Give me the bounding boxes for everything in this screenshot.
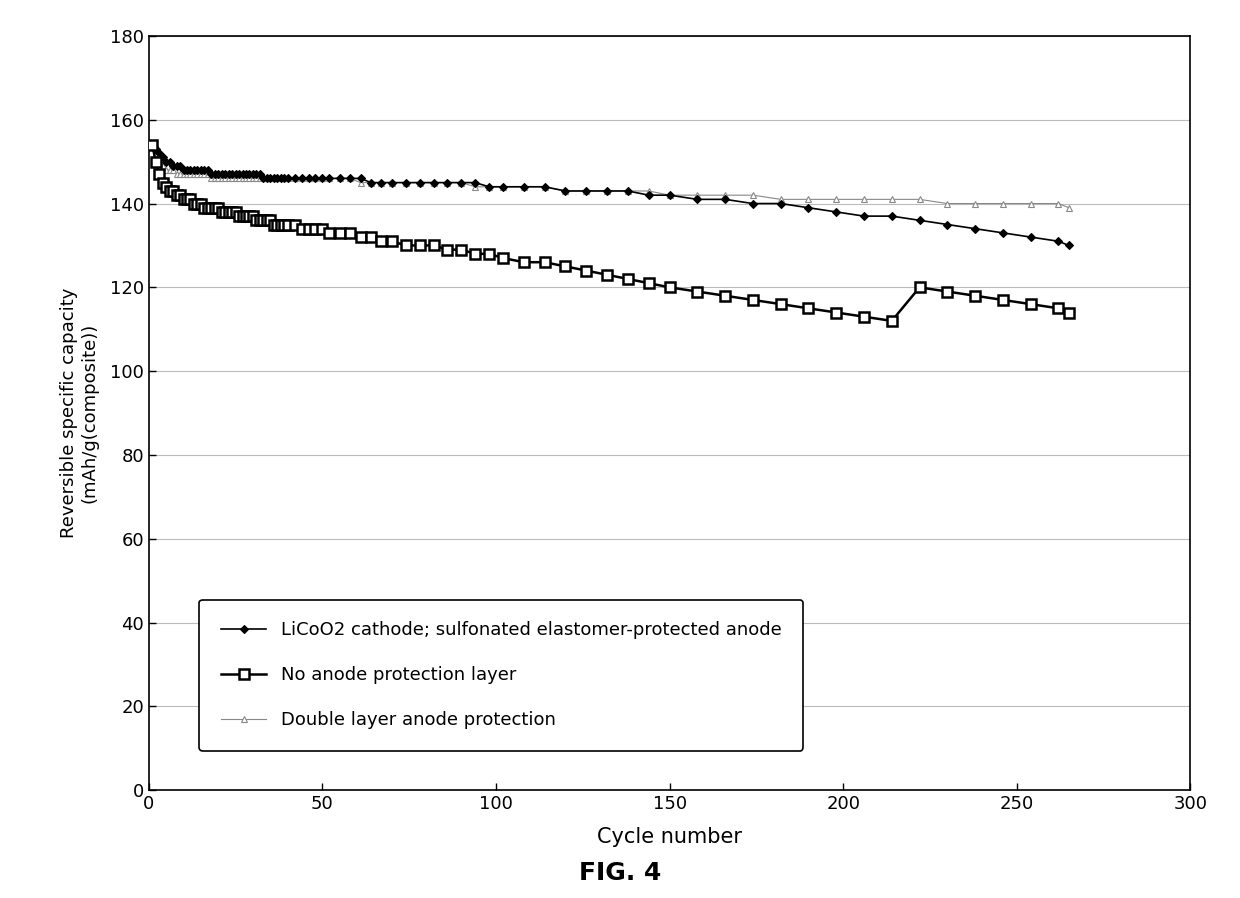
Double layer anode protection: [203, 173, 218, 184]
No anode protection layer: [162, 186, 177, 197]
Double layer anode protection: [162, 164, 177, 175]
Double layer anode protection: [600, 186, 615, 197]
LiCoO2 cathode; sulfonated elastomer-protected anode: [1061, 240, 1076, 251]
No anode protection layer: [1061, 307, 1076, 318]
LiCoO2 cathode; sulfonated elastomer-protected anode: [363, 177, 378, 188]
No anode protection layer: [186, 198, 201, 209]
No anode protection layer: [203, 202, 218, 213]
Double layer anode protection: [1061, 202, 1076, 213]
Double layer anode protection: [145, 139, 160, 150]
No anode protection layer: [496, 252, 511, 263]
Line: No anode protection layer: No anode protection layer: [148, 140, 1074, 326]
LiCoO2 cathode; sulfonated elastomer-protected anode: [496, 181, 511, 192]
LiCoO2 cathode; sulfonated elastomer-protected anode: [162, 156, 177, 167]
Legend: LiCoO2 cathode; sulfonated elastomer-protected anode, No anode protection layer,: LiCoO2 cathode; sulfonated elastomer-pro…: [200, 600, 804, 751]
LiCoO2 cathode; sulfonated elastomer-protected anode: [203, 169, 218, 180]
LiCoO2 cathode; sulfonated elastomer-protected anode: [145, 139, 160, 150]
Line: LiCoO2 cathode; sulfonated elastomer-protected anode: LiCoO2 cathode; sulfonated elastomer-pro…: [150, 142, 1071, 248]
X-axis label: Cycle number: Cycle number: [598, 827, 742, 847]
Y-axis label: Reversible specific capacity
(mAh/g(composite)): Reversible specific capacity (mAh/g(comp…: [60, 288, 99, 538]
LiCoO2 cathode; sulfonated elastomer-protected anode: [600, 186, 615, 197]
LiCoO2 cathode; sulfonated elastomer-protected anode: [186, 164, 201, 175]
Double layer anode protection: [496, 181, 511, 192]
Double layer anode protection: [186, 169, 201, 180]
No anode protection layer: [145, 139, 160, 150]
Line: Double layer anode protection: Double layer anode protection: [150, 142, 1071, 210]
No anode protection layer: [363, 232, 378, 242]
No anode protection layer: [884, 315, 899, 326]
Text: FIG. 4: FIG. 4: [579, 860, 661, 885]
Double layer anode protection: [363, 177, 378, 188]
No anode protection layer: [600, 269, 615, 280]
